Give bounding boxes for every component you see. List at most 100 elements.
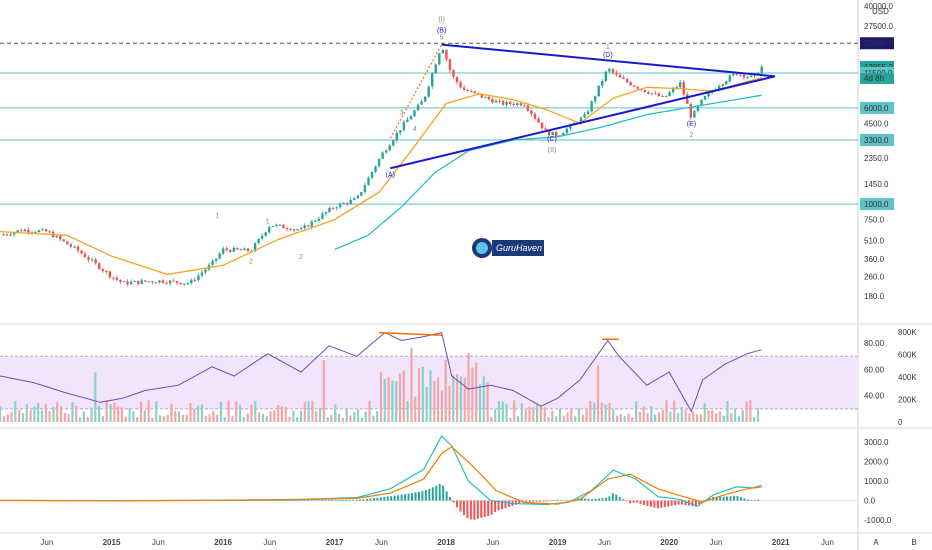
macd-histogram-bar xyxy=(597,498,600,501)
candle-body xyxy=(434,64,437,74)
candle-body xyxy=(197,275,200,281)
volume-bar xyxy=(128,408,131,422)
volume-bar xyxy=(627,413,630,422)
macd-histogram-bar xyxy=(528,500,531,502)
volume-bar xyxy=(398,373,402,422)
macd-histogram-bar xyxy=(750,500,753,501)
volume-bar xyxy=(288,416,291,422)
impulse-trendline xyxy=(389,44,443,139)
axis-button-b[interactable]: B xyxy=(911,538,916,547)
price-axis[interactable]: 40000.027500.020000.012855.211500.06000.… xyxy=(860,2,894,301)
volume-tick: 0 xyxy=(898,418,903,427)
macd-histogram-bar xyxy=(584,498,587,501)
macd-histogram-bar xyxy=(272,500,275,501)
macd-histogram-bar xyxy=(639,500,642,504)
candle-body xyxy=(438,53,441,65)
candle-body xyxy=(629,82,632,86)
volume-bar xyxy=(349,415,352,422)
time-axis[interactable]: Jun 2015 Jun 2016 Jun 2017 Jun 2018 Jun 2019 Jun 20… xyxy=(40,538,834,547)
volume-bar xyxy=(669,411,672,422)
macd-histogram-bar xyxy=(636,500,639,503)
macd-histogram-bar xyxy=(417,491,420,501)
macd-histogram-bar xyxy=(362,499,365,501)
volume-bar xyxy=(147,400,150,422)
volume-bar xyxy=(75,405,78,422)
candle-body xyxy=(147,281,150,283)
volume-bar xyxy=(581,414,584,422)
triangle-lower-line xyxy=(390,75,776,170)
volume-bar xyxy=(2,416,6,422)
volume-bar xyxy=(570,409,573,422)
macd-histogram-bar xyxy=(265,500,268,501)
candle-body xyxy=(193,279,197,281)
price-tick-label: 27500.0 xyxy=(864,22,893,31)
candle-body xyxy=(473,91,476,94)
candle-body xyxy=(413,110,416,117)
price-tick-label: 6000.0 xyxy=(864,104,889,113)
macd-histogram-bar xyxy=(320,500,323,501)
volume-bar xyxy=(151,417,154,422)
macd-histogram-bar xyxy=(539,500,542,502)
countdown-label: 4d 8h xyxy=(864,74,884,83)
volume-bar xyxy=(113,402,116,422)
candle-body xyxy=(200,272,204,276)
macd-histogram-bar xyxy=(431,487,434,501)
volume-bar xyxy=(330,414,333,422)
price-tick-label: 510.0 xyxy=(864,236,885,245)
candle-body xyxy=(505,101,508,105)
candle-body xyxy=(654,93,657,95)
volume-bar xyxy=(497,401,501,422)
candle-body xyxy=(360,192,363,196)
macd-axis[interactable]: 3000.0 2000.0 1000.0 0.0 -1000.0 xyxy=(864,438,892,525)
candle-body xyxy=(356,195,360,199)
volume-bar xyxy=(734,408,737,422)
macd-histogram-bar xyxy=(307,500,310,501)
volume-bar xyxy=(25,403,28,422)
candle-body xyxy=(264,232,267,236)
candle-body xyxy=(746,76,749,78)
volume-bar xyxy=(86,416,89,422)
macd-histogram-bar xyxy=(729,496,732,501)
macd-histogram-bar xyxy=(383,496,386,501)
candle-body xyxy=(717,86,721,90)
volume-bar xyxy=(364,411,367,422)
macd-tick: 3000.0 xyxy=(864,438,889,447)
volume-bar xyxy=(456,374,459,422)
volume-bar xyxy=(703,403,706,422)
volume-bar xyxy=(711,410,714,422)
candle-body xyxy=(377,158,381,167)
candle-body xyxy=(90,259,94,261)
macd-histogram-bar xyxy=(248,500,251,501)
price-tick-label: 3300.0 xyxy=(864,136,889,145)
volume-bar xyxy=(273,410,276,422)
watermark-text: GuruHaven xyxy=(496,243,542,253)
volume-rsi-axis[interactable]: 80.00 60.00 40.00 800K 600K 400K 200K 0 xyxy=(864,328,917,427)
candle-body xyxy=(498,100,501,102)
candle-body xyxy=(12,232,16,235)
time-tick: 2016 xyxy=(214,538,232,547)
candle-body xyxy=(395,132,398,141)
macd-histogram-bar xyxy=(449,497,452,501)
macd-histogram-bar xyxy=(649,500,652,507)
candle-body xyxy=(122,281,126,283)
volume-bar xyxy=(566,412,569,422)
candle-body xyxy=(533,114,537,119)
candle-body xyxy=(119,279,122,282)
volume-bar xyxy=(242,417,245,422)
volume-bar xyxy=(684,409,687,422)
candle-body xyxy=(696,105,700,111)
candle-body xyxy=(402,122,406,131)
wave-label: (A) xyxy=(386,172,395,179)
price-box xyxy=(860,134,894,147)
macd-histogram-bar xyxy=(424,490,427,501)
macd-histogram-bar xyxy=(282,500,285,501)
axis-button-a[interactable]: A xyxy=(873,538,879,547)
volume-bar xyxy=(197,405,200,422)
volume-bar xyxy=(44,403,47,422)
volume-bar xyxy=(71,402,74,422)
volume-bar xyxy=(688,413,691,422)
volume-bar xyxy=(14,400,17,422)
candle-body xyxy=(547,129,551,136)
volume-bar xyxy=(261,413,264,422)
